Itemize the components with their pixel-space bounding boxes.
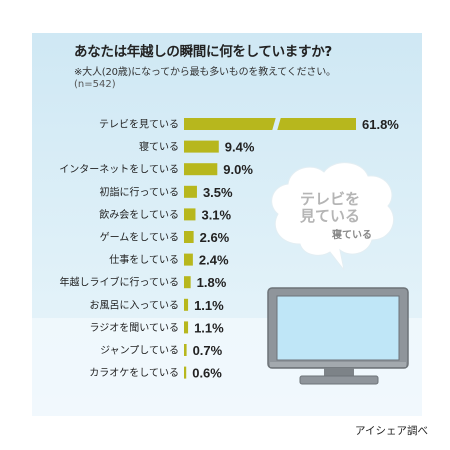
value-label: 1.1% (194, 298, 224, 313)
tv-icon (267, 287, 409, 385)
sample-size: (n=542) (74, 79, 116, 90)
bar (184, 185, 197, 198)
bar (184, 366, 187, 379)
category-label: 飲み会をしている (99, 208, 179, 221)
value-label: 2.4% (199, 253, 229, 268)
value-label: 3.1% (201, 207, 231, 222)
chart-title: あなたは年越しの瞬間に何をしていますか? (74, 44, 332, 60)
speech-bubble: テレビを 見ている 寝ている (271, 162, 394, 271)
bubble-shape (271, 162, 394, 271)
bar (184, 298, 189, 311)
category-label: 寝ている (139, 140, 179, 153)
value-label: 61.8% (362, 117, 399, 132)
tv-stand-base (299, 375, 379, 385)
tv-stand-neck (324, 368, 354, 376)
bar (184, 118, 356, 130)
value-label: 9.4% (225, 140, 255, 155)
bar (184, 163, 218, 176)
bar (184, 321, 189, 334)
value-label: 1.8% (197, 275, 227, 290)
category-label: インターネットをしている (59, 164, 179, 176)
bar (184, 140, 219, 153)
bar (184, 344, 187, 356)
bar (184, 253, 193, 266)
category-label: ジャンプしている (100, 345, 179, 357)
category-label: カラオケをしている (89, 367, 179, 379)
tv-bezel-bottom (270, 362, 406, 367)
bubble-sub-text: 寝ている (332, 228, 372, 241)
value-label: 2.6% (200, 230, 230, 245)
bar (184, 231, 194, 243)
value-label: 9.0% (223, 162, 253, 177)
value-label: 0.7% (193, 343, 223, 358)
value-label: 3.5% (203, 185, 233, 200)
category-label: お風呂に入っている (90, 299, 180, 311)
category-label: 初詣に行っている (100, 185, 180, 198)
source-credit: アイシェア調べ (355, 425, 428, 437)
category-label: ラジオを聞いている (90, 322, 180, 334)
category-label: ゲームをしている (100, 232, 179, 244)
category-label: 年越しライブに行っている (60, 276, 180, 289)
value-label: 0.6% (192, 366, 222, 381)
bar (184, 208, 196, 221)
axis-break-marker (272, 117, 281, 131)
category-label: 仕事をしている (109, 253, 179, 266)
bars-layer: テレビを見ている 61.8% 寝ている 9.4% インターネットをしている 9.0% 初詣に… (59, 117, 399, 381)
chart-note: ※大人(20歳)になってから最も多いものを教えてください。 (74, 67, 336, 78)
bubble-main-line1: テレビを (300, 191, 360, 208)
tv-screen (276, 295, 400, 361)
bar (184, 276, 191, 289)
value-label: 1.1% (194, 320, 224, 335)
bubble-main-line2: 見ている (299, 208, 360, 225)
category-label: テレビを見ている (99, 119, 179, 131)
